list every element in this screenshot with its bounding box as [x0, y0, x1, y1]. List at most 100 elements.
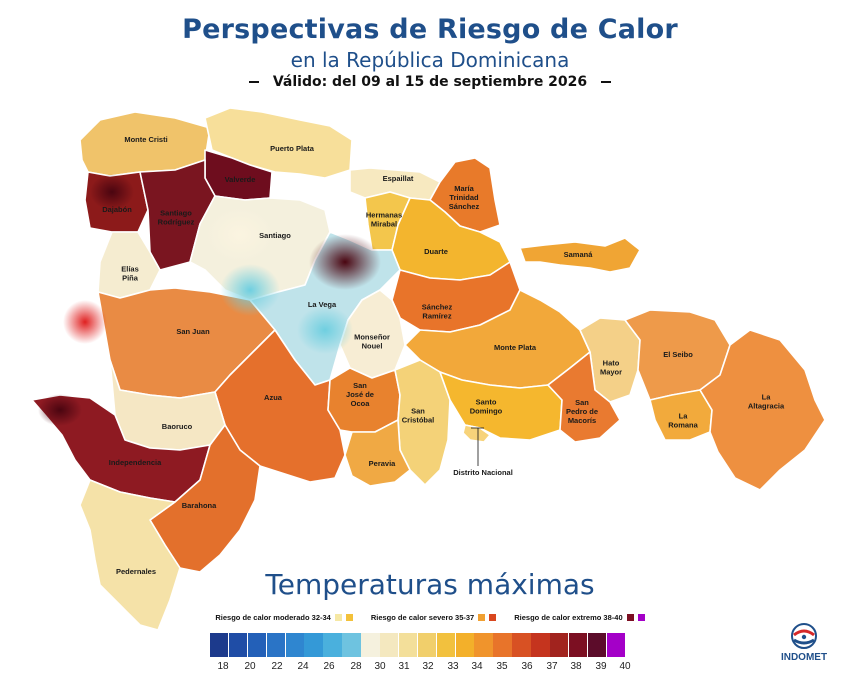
- scale-cell-4: [285, 633, 304, 657]
- province-label-san-cristobal: San Cristóbal: [402, 407, 435, 425]
- risk-severe-swatch-2: [489, 614, 497, 621]
- province-label-la-romana: La Romana: [668, 412, 698, 430]
- scale-tick-label: 36: [521, 661, 533, 672]
- province-label-duarte: Duarte: [424, 247, 448, 256]
- scale-cell-12: [436, 633, 456, 657]
- scale-tick-label: 33: [447, 661, 459, 672]
- scale-cell-1: [228, 633, 248, 657]
- risk-moderate-swatch-2: [345, 614, 353, 621]
- scale-tick-label: 30: [374, 661, 386, 672]
- province-label-san-juan: San Juan: [176, 327, 210, 336]
- scale-tick-label: 40: [619, 661, 631, 672]
- map-subtitle: en la República Dominicana: [290, 48, 570, 72]
- province-label-elias-pina: Elías Piña: [121, 265, 139, 283]
- scale-tick-label: 35: [496, 661, 508, 672]
- scale-cell-0: [210, 633, 229, 657]
- risk-extreme: Riesgo de calor extremo 38-40: [514, 613, 645, 622]
- scale-tick-label: 32: [422, 661, 434, 672]
- scale-cell-19: [568, 633, 588, 657]
- province-label-espaillat: Espaillat: [383, 174, 414, 183]
- scale-tick-label: 22: [271, 661, 283, 672]
- scale-cell-2: [247, 633, 267, 657]
- province-label-dajabon: Dajabón: [102, 205, 132, 214]
- scale-cell-8: [361, 633, 380, 657]
- scale-tick-label: 20: [244, 661, 256, 672]
- scale-tick-label: 18: [217, 661, 229, 672]
- scale-cell-21: [606, 633, 626, 657]
- distrito-nacional-leader: [471, 427, 484, 466]
- province-label-hato-mayor: Hato Mayor: [600, 359, 622, 377]
- province-label-san-pedro-de-macoris: San Pedro de Macorís: [566, 398, 598, 425]
- indomet-wordmark: INDOMET: [780, 652, 828, 663]
- risk-moderate: Riesgo de calor moderado 32-34: [215, 613, 353, 622]
- scale-tick-label: 37: [546, 661, 558, 672]
- temperature-scale-bar: [210, 633, 626, 657]
- indomet-logo: INDOMET: [774, 622, 834, 663]
- province-pedernales: [79, 479, 181, 631]
- province-label-independencia: Independencia: [109, 458, 162, 467]
- province-label-monsenor-nouel: Monseñor Nouel: [354, 333, 390, 351]
- risk-extreme-swatch-1: [626, 614, 634, 621]
- province-san-cristobal: [394, 359, 451, 486]
- scale-tick-label: 38: [570, 661, 582, 672]
- map-title: Perspectivas de Riesgo de Calor: [182, 14, 678, 45]
- province-label-monte-plata: Monte Plata: [494, 343, 537, 352]
- province-label-santo-domingo: Santo Domingo: [470, 398, 503, 416]
- scale-cell-18: [550, 633, 569, 657]
- province-label-valverde: Valverde: [225, 175, 256, 184]
- province-label-baoruco: Baoruco: [162, 422, 193, 431]
- province-label-peravia: Peravia: [369, 459, 397, 468]
- scale-cell-6: [323, 633, 342, 657]
- validity-text: Válido: del 09 al 15 de septiembre 2026: [272, 74, 588, 90]
- scale-cell-3: [266, 633, 286, 657]
- scale-cell-15: [493, 633, 512, 657]
- scale-cell-20: [587, 633, 607, 657]
- scale-cell-10: [398, 633, 418, 657]
- scale-cell-9: [380, 633, 399, 657]
- scale-tick-label: 39: [595, 661, 607, 672]
- province-label-santiago: Santiago: [259, 231, 291, 240]
- province-samana: [519, 237, 641, 273]
- province-label-samana: Samaná: [564, 250, 594, 259]
- province-peravia: [344, 419, 411, 487]
- scale-cell-17: [531, 633, 550, 657]
- left-dash: [248, 81, 259, 83]
- province-label-monte-cristi: Monte Cristi: [124, 135, 167, 144]
- scale-cell-14: [474, 633, 493, 657]
- scale-cell-5: [304, 633, 323, 657]
- risk-severe-swatch-1: [478, 614, 486, 621]
- risk-legend: Riesgo de calor moderado 32-34 Riesgo de…: [0, 613, 860, 622]
- temperature-scale-ticks: 18 20 22 24 26 28 30 31 32 33 34 35 36 37 38 39 40: [210, 661, 655, 675]
- province-label-azua: Azua: [264, 393, 283, 402]
- risk-moderate-swatch-1: [334, 614, 342, 621]
- indomet-emblem-icon: [791, 623, 817, 649]
- scale-tick-label: 31: [398, 661, 410, 672]
- scale-tick-label: 28: [350, 661, 362, 672]
- scale-cell-11: [417, 633, 437, 657]
- province-label-santiago-rodriguez: Santiago Rodríguez: [158, 209, 195, 227]
- province-label-maria-trinidad-sanchez: María Trinidad Sánchez: [449, 184, 480, 211]
- scale-tick-label: 26: [323, 661, 335, 672]
- province-label-pedernales: Pedernales: [116, 567, 156, 576]
- province-label-puerto-plata: Puerto Plata: [270, 144, 315, 153]
- province-label-san-jose-de-ocoa: San José de Ocoa: [346, 381, 374, 408]
- risk-severe-label: Riesgo de calor severo 35-37: [370, 613, 475, 622]
- risk-extreme-label: Riesgo de calor extremo 38-40: [514, 613, 623, 622]
- province-label-barahona: Barahona: [182, 501, 217, 510]
- province-label-la-altagracia: La Altagracia: [748, 393, 785, 411]
- province-san-pedro-de-macoris: [547, 351, 621, 443]
- province-label-distrito-nacional: Distrito Nacional: [453, 468, 513, 477]
- province-dajabon: [84, 171, 149, 233]
- scale-cell-16: [512, 633, 531, 657]
- province-la-altagracia: [699, 329, 826, 491]
- scale-tick-label: 24: [297, 661, 309, 672]
- province-label-el-seibo: El Seibo: [663, 350, 693, 359]
- province-label-hermanas-mirabal: Hermanas Mirabal: [366, 211, 402, 229]
- province-label-la-vega: La Vega: [308, 300, 337, 309]
- province-label-sanchez-ramirez: Sánchez Ramírez: [422, 303, 453, 321]
- scale-cell-7: [342, 633, 361, 657]
- risk-extreme-swatch-2: [637, 614, 645, 621]
- legend-title: Temperaturas máximas: [265, 568, 595, 601]
- risk-severe: Riesgo de calor severo 35-37: [370, 613, 497, 622]
